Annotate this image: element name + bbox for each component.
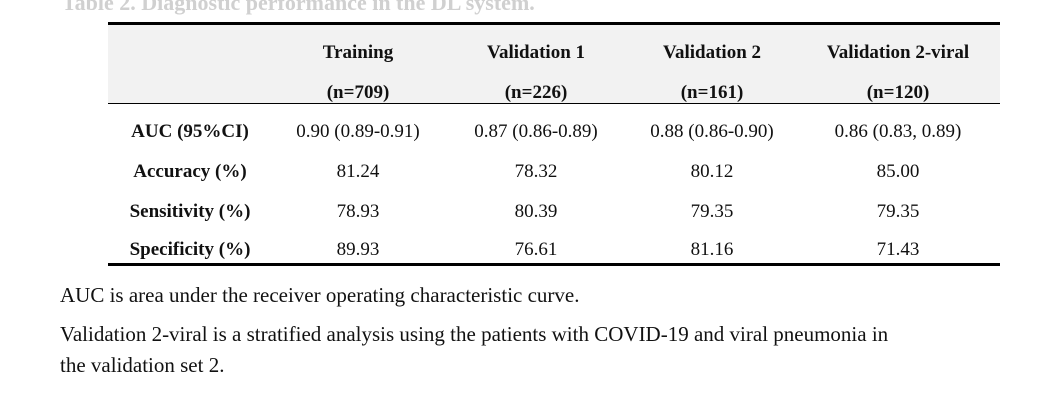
column-count: (n=226) [504, 82, 568, 103]
footnote: the validation set 2. [60, 353, 225, 377]
header-shade [108, 24, 1000, 104]
cell: 81.24 [336, 161, 380, 182]
column-count: (n=161) [680, 82, 744, 103]
column-count: (n=709) [326, 82, 390, 103]
cell: 80.39 [514, 201, 558, 222]
footnote: AUC is area under the receiver operating… [60, 283, 580, 307]
cell: 0.86 (0.83, 0.89) [834, 121, 962, 142]
cell: 89.93 [336, 239, 380, 260]
cell: 76.61 [514, 239, 558, 260]
cell: 78.93 [336, 201, 380, 222]
column-header: Validation 2-viral [826, 42, 970, 63]
bottom-rule [108, 263, 1000, 266]
header-rule [108, 103, 1000, 104]
row-label: Accuracy (%) [133, 161, 247, 182]
column-header: Validation 1 [486, 42, 586, 63]
column-header: Validation 2 [662, 42, 762, 63]
cell: 0.87 (0.86-0.89) [474, 121, 598, 142]
row-label: Specificity (%) [129, 239, 251, 260]
cell: 71.43 [876, 239, 920, 260]
column-count: (n=120) [866, 82, 930, 103]
cell: 79.35 [690, 201, 734, 222]
cell: 80.12 [690, 161, 734, 182]
row-label: Sensitivity (%) [129, 201, 251, 222]
footnote: Validation 2-viral is a stratified analy… [60, 322, 889, 346]
row-label: AUC (95%CI) [131, 121, 249, 142]
top-rule [108, 22, 1000, 25]
cell: 79.35 [876, 201, 920, 222]
cell: 0.90 (0.89-0.91) [296, 121, 420, 142]
cell: 78.32 [514, 161, 558, 182]
table-title: Table 2. Diagnostic performance in the D… [62, 0, 535, 15]
cell: 85.00 [876, 161, 920, 182]
cell: 81.16 [690, 239, 734, 260]
column-header: Training [322, 42, 394, 63]
cell: 0.88 (0.86-0.90) [650, 121, 774, 142]
